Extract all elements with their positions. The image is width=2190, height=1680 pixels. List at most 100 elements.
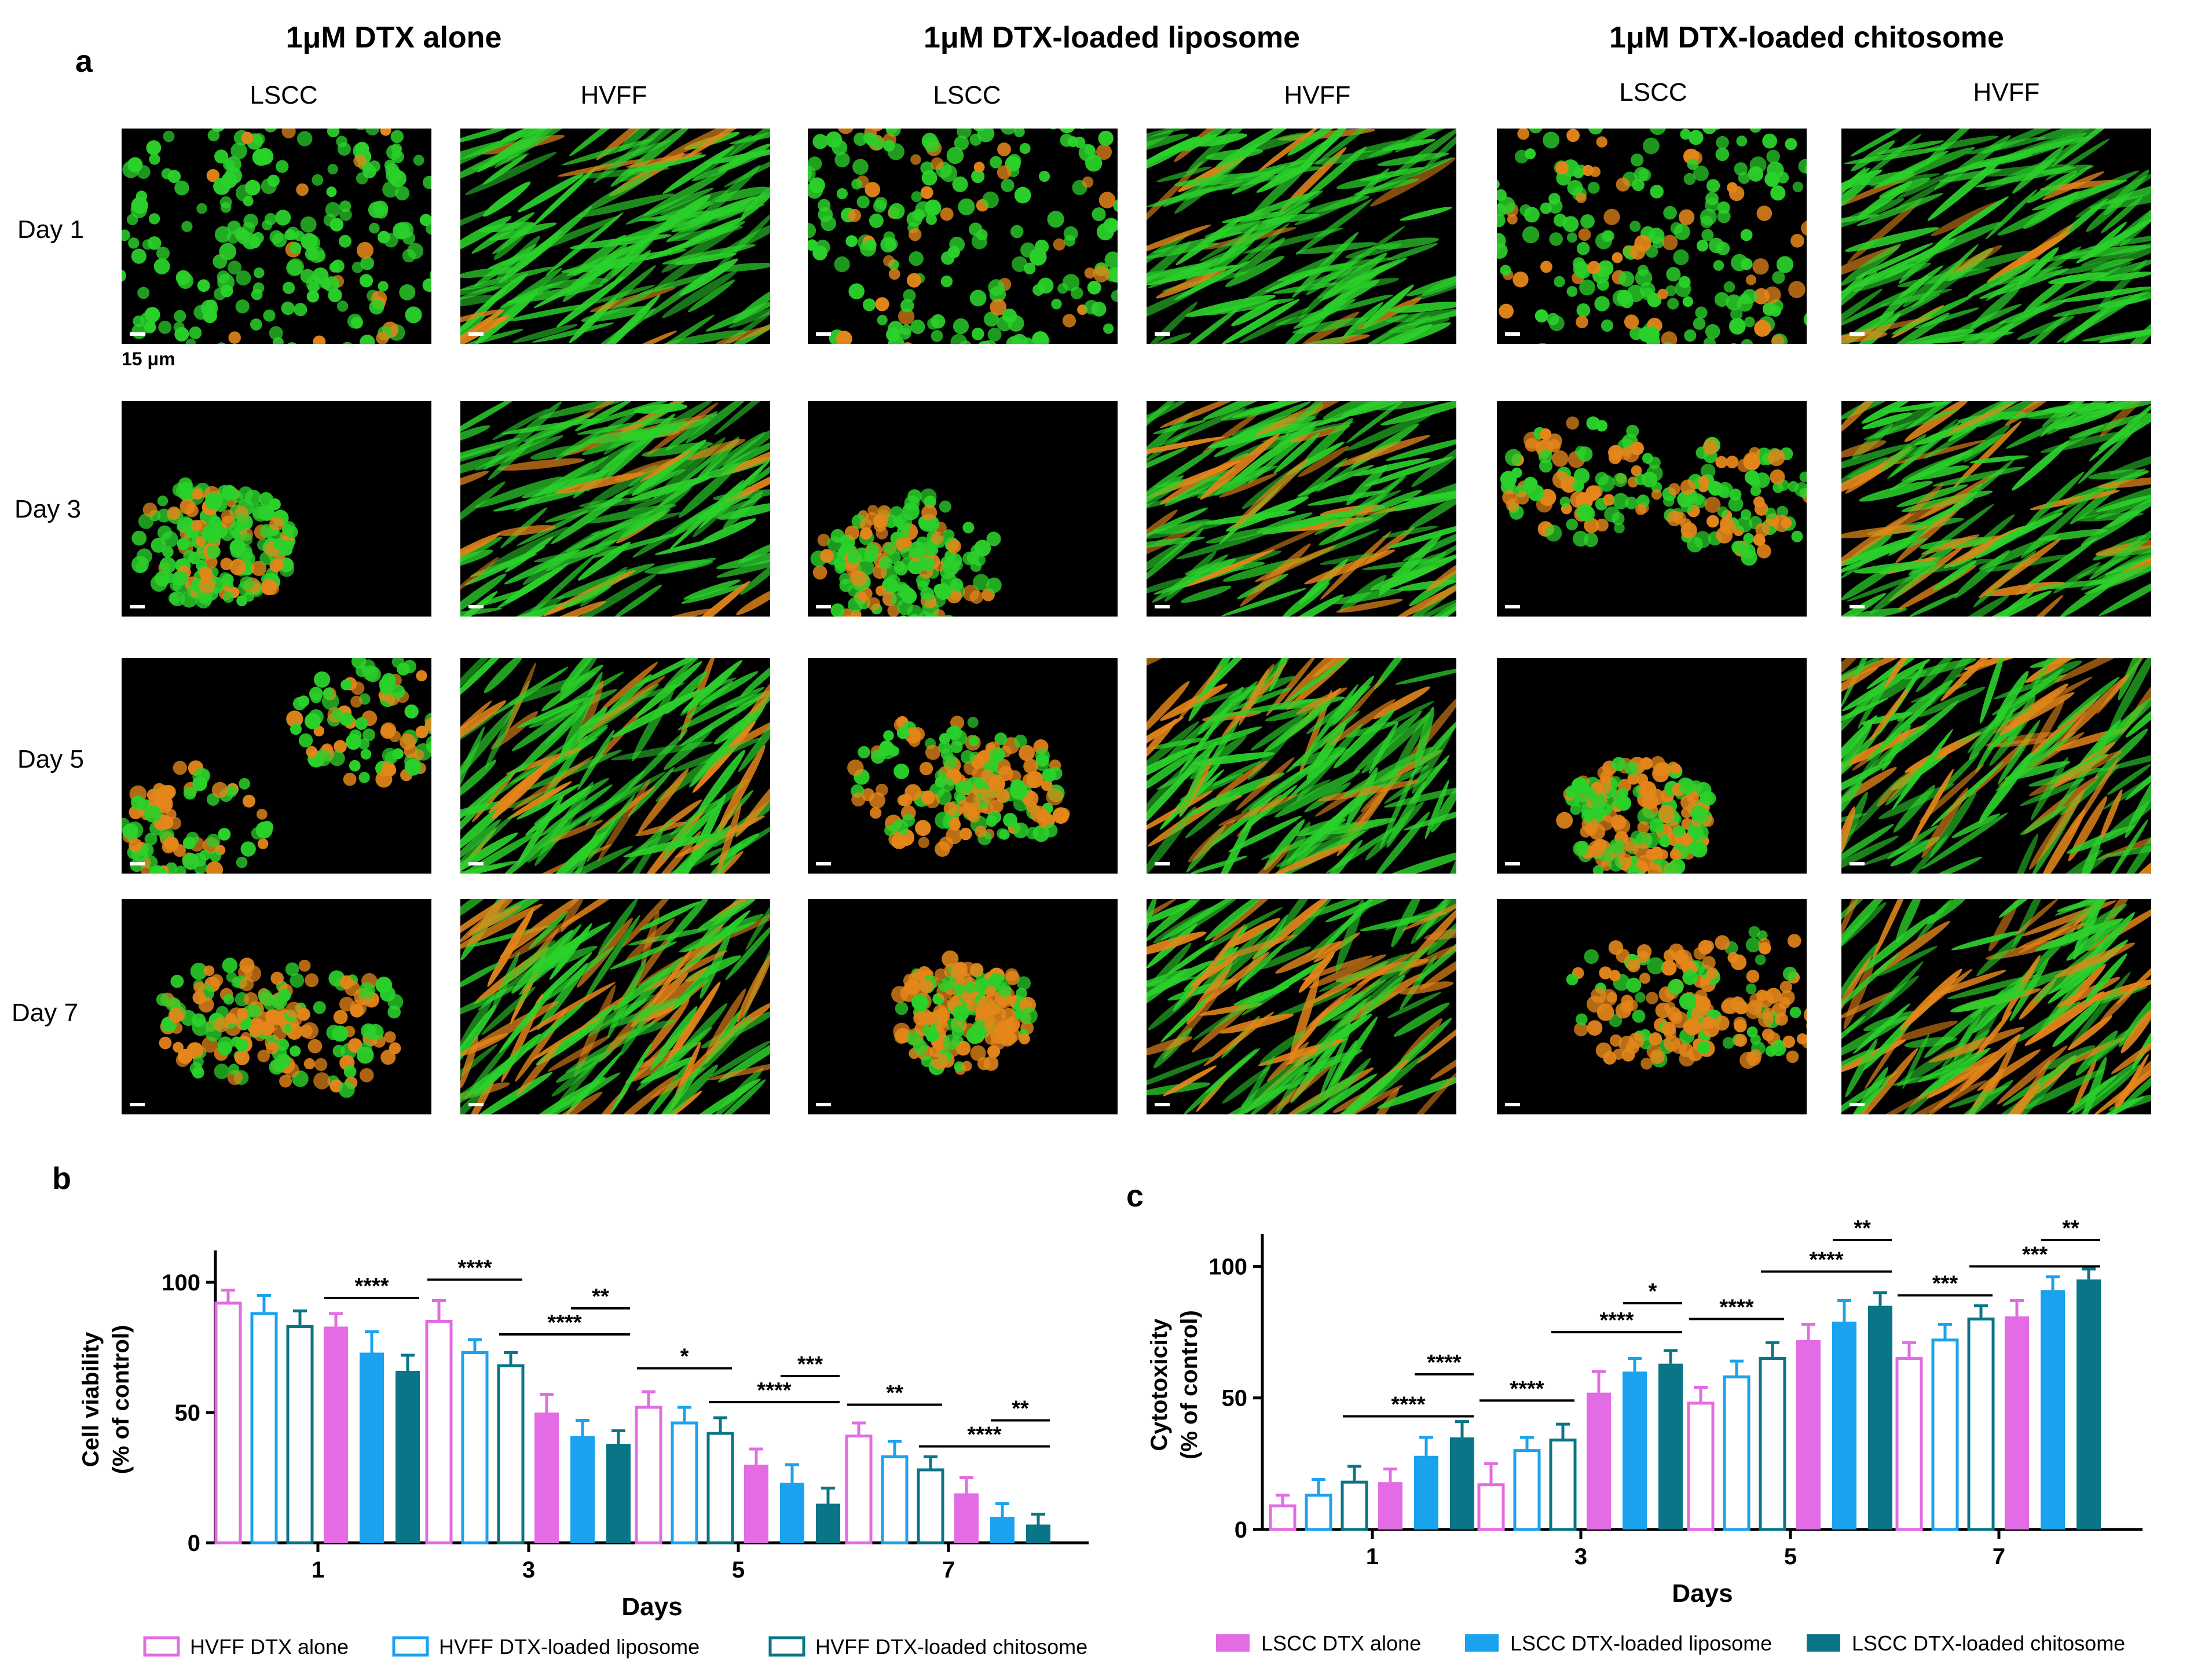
y-tick-label: 0 [188,1531,200,1556]
micrograph-hvff-day-7-0 [460,899,770,1114]
row-label-day-1: Day 1 [17,215,84,244]
micrograph-hvff-day-5-2 [1841,658,2151,874]
col-label-hvff-2: HVFF [1284,81,1351,109]
scale-bar [468,1103,484,1106]
col-label-hvff-3: HVFF [1973,78,2040,107]
significance-label: **** [547,1311,581,1335]
y-tick-label: 0 [1235,1517,1247,1543]
scale-bar [1155,332,1170,336]
bar-hvff-dtx-loaded-chitosome-day-5 [706,1432,734,1545]
condition-title-dtx-alone: 1μM DTX alone [285,21,502,54]
bar-hvff-dtx-alone-day-1 [214,1301,242,1545]
x-tick-label: 7 [1993,1544,2005,1569]
bar-lscc-dtx-alone-day-5 [744,1465,768,1543]
x-tick-label: 1 [1366,1544,1379,1569]
scale-bar [1155,862,1170,865]
condition-title-chitosome: 1μM DTX-loaded chitosome [1609,21,2004,54]
micrograph-hvff-day-1-2 [1841,129,2151,344]
legend-label: LSCC DTX-loaded liposome [1510,1631,1772,1655]
micrograph-hvff-day-1-0 [460,129,770,344]
x-axis-label: Days [621,1593,682,1621]
micrograph-lscc-day-1-2 [1497,129,1807,344]
bar-hvff-dtx-loaded-liposome-day-3 [1513,1449,1541,1531]
y-tick-label: 50 [175,1400,201,1426]
micrograph-lscc-day-7-1 [808,899,1118,1114]
scale-bar [816,332,831,336]
bar-lscc-dtx-loaded-chitosome-day-5 [816,1503,840,1543]
row-label-day-5: Day 5 [17,745,84,773]
significance-label: ** [1854,1216,1871,1241]
scale-bar [1850,862,1865,865]
significance-label: **** [757,1378,791,1403]
panel-a-label: a [75,44,93,79]
bar-hvff-dtx-loaded-chitosome-day-7 [917,1468,944,1545]
significance-label: **** [1427,1351,1461,1375]
y-tick-label: 100 [162,1270,200,1296]
micrograph-lscc-day-3-2 [1497,401,1807,617]
micrograph-hvff-day-3-0 [460,401,770,617]
legend-swatch-hvff-dtx-loaded-liposome [392,1636,429,1657]
bar-lscc-dtx-loaded-liposome-day-1 [1414,1455,1438,1529]
micrograph-hvff-day-7-1 [1147,899,1456,1114]
micrograph-lscc-day-7-2 [1497,899,1807,1114]
bar-lscc-dtx-alone-day-7 [954,1493,979,1543]
scale-bar [1505,1103,1520,1106]
significance-label: **** [1809,1248,1843,1272]
significance-label: **** [1719,1295,1753,1319]
scale-bar [816,862,831,865]
bar-lscc-dtx-alone-day-7 [2005,1316,2029,1529]
micrograph-hvff-day-7-2 [1841,899,2151,1114]
bar-hvff-dtx-loaded-chitosome-day-3 [497,1364,525,1545]
micrograph-hvff-day-5-1 [1147,658,1456,874]
bar-hvff-dtx-alone-day-7 [1895,1357,1923,1531]
scale-bar [468,862,484,865]
legend-swatch-hvff-dtx-loaded-chitosome [768,1636,805,1657]
legend-swatch-lscc-dtx-loaded-chitosome [1807,1634,1840,1652]
scale-bar [1155,605,1170,608]
bar-lscc-dtx-alone-day-5 [1796,1340,1821,1529]
condition-title-liposome: 1μM DTX-loaded liposome [923,21,1301,54]
bar-lscc-dtx-alone-day-1 [324,1326,348,1543]
x-tick-label: 5 [1784,1544,1797,1569]
bar-hvff-dtx-loaded-liposome-day-7 [1931,1338,1959,1531]
bar-hvff-dtx-alone-day-7 [845,1435,873,1545]
y-axis-label: (% of control) [1177,1310,1202,1459]
row-label-day-7: Day 7 [12,999,78,1027]
bar-lscc-dtx-loaded-liposome-day-1 [360,1352,384,1543]
bar-hvff-dtx-loaded-liposome-day-5 [1723,1375,1750,1531]
scale-bar [130,605,145,608]
bar-lscc-dtx-loaded-chitosome-day-1 [395,1371,420,1543]
micrograph-lscc-day-5-0 [122,658,431,874]
bar-lscc-dtx-loaded-liposome-day-7 [990,1517,1015,1543]
bar-hvff-dtx-loaded-chitosome-day-3 [1549,1438,1577,1531]
bar-lscc-dtx-loaded-chitosome-day-7 [2077,1279,2101,1529]
bar-hvff-dtx-loaded-liposome-day-1 [1305,1494,1332,1531]
bar-hvff-dtx-loaded-liposome-day-1 [250,1312,278,1545]
bar-hvff-dtx-alone-day-3 [1477,1483,1505,1531]
significance-label: **** [1599,1308,1634,1333]
bar-lscc-dtx-loaded-chitosome-day-3 [606,1444,631,1543]
micrograph-lscc-day-3-0 [122,401,431,617]
bar-lscc-dtx-alone-day-1 [1378,1482,1402,1529]
bar-lscc-dtx-alone-day-3 [534,1413,559,1543]
significance-label: ** [886,1381,903,1406]
y-tick-label: 100 [1208,1254,1247,1279]
micrograph-lscc-day-3-1 [808,401,1118,617]
significance-label: * [1649,1279,1657,1304]
legend-label: HVFF DTX alone [190,1635,349,1659]
bar-hvff-dtx-alone-day-5 [1687,1402,1715,1531]
x-tick-label: 3 [1574,1544,1587,1569]
micrograph-lscc-day-1-0 [122,129,431,344]
significance-label: **** [1391,1393,1425,1417]
row-label-day-3: Day 3 [14,495,81,523]
col-label-hvff-1: HVFF [580,81,647,109]
scale-bar [1505,332,1520,336]
x-tick-label: 1 [312,1557,324,1583]
significance-label: **** [457,1256,492,1281]
legend-label: LSCC DTX-loaded chitosome [1852,1631,2125,1655]
scale-bar [1505,605,1520,608]
scale-bar [130,332,145,336]
micrograph-lscc-day-5-2 [1497,658,1807,874]
scale-bar [468,332,484,336]
